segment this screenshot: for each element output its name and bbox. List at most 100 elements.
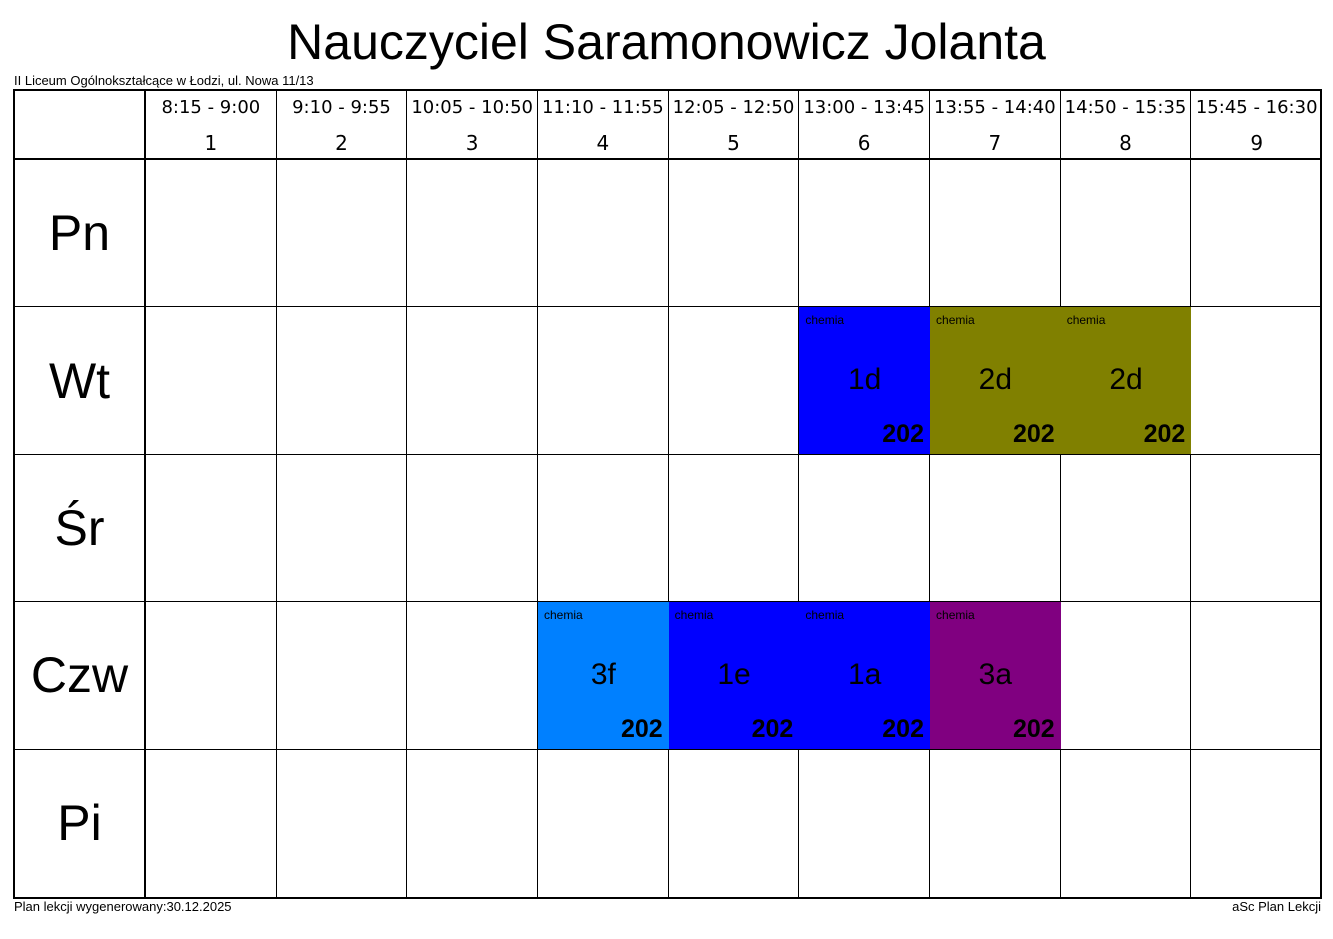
- timetable-cell: [668, 454, 800, 603]
- lesson-card[interactable]: chemia 1d 202: [799, 307, 930, 455]
- lesson-subject: chemia: [805, 608, 845, 623]
- period-header: 15:45 - 16:30 9: [1191, 91, 1323, 160]
- timetable-grid: 8:15 - 9:00 1 9:10 - 9:55 2 10:05 - 10:50 3 11…: [13, 89, 1323, 899]
- timetable-cell: [1060, 454, 1192, 603]
- period-time: 14:50 - 15:35: [1064, 97, 1187, 118]
- period-time: 13:55 - 14:40: [934, 97, 1056, 118]
- timetable-cell: [799, 454, 930, 603]
- app-name: aSc Plan Lekcji: [1232, 899, 1321, 914]
- timetable-cell: [1060, 160, 1192, 308]
- lesson-class: 2d: [978, 363, 1013, 397]
- period-header: 14:50 - 15:35 8: [1060, 91, 1192, 160]
- timetable-cell: [669, 749, 800, 897]
- period-header: 10:05 - 10:50 3: [407, 91, 538, 160]
- period-number: 4: [596, 131, 610, 155]
- timetable-cell: [1060, 602, 1192, 750]
- lesson-subject: chemia: [1066, 313, 1106, 328]
- period-time: 9:10 - 9:55: [292, 97, 391, 118]
- lesson-room: 202: [1012, 715, 1055, 744]
- lesson-room: 202: [751, 715, 794, 744]
- period-number: 1: [204, 131, 218, 155]
- lesson-subject: chemia: [544, 608, 583, 623]
- lesson-card[interactable]: chemia 2d 202: [1060, 307, 1192, 455]
- day-label: Pn: [15, 160, 146, 308]
- lesson-subject: chemia: [936, 608, 975, 623]
- period-header: 8:15 - 9:00 1: [146, 91, 277, 160]
- period-number: 7: [988, 131, 1002, 155]
- timetable-cell: [1191, 602, 1323, 750]
- timetable-cell: [930, 454, 1061, 603]
- lesson-class: 1a: [847, 658, 882, 692]
- lesson-class: 1e: [717, 658, 751, 692]
- grid-corner: [15, 91, 146, 160]
- timetable-cell: [277, 749, 408, 897]
- lesson-subject: chemia: [936, 313, 975, 328]
- lesson-room: 202: [1143, 420, 1186, 449]
- generated-date: Plan lekcji wygenerowany:30.12.2025: [14, 899, 232, 914]
- lesson-card[interactable]: chemia 2d 202: [930, 307, 1061, 455]
- lesson-card[interactable]: chemia 3a 202: [930, 602, 1061, 750]
- timetable-cell: [146, 749, 277, 897]
- timetable-cell: [538, 749, 669, 897]
- school-name: II Liceum Ogólnokształcące w Łodzi, ul. …: [14, 73, 314, 88]
- timetable-cell: [146, 602, 277, 750]
- timetable-cell: [538, 160, 669, 308]
- timetable-cell: [1191, 455, 1323, 603]
- timetable-cell: [407, 307, 538, 455]
- period-time: 12:05 - 12:50: [672, 97, 795, 118]
- timetable-cell: [276, 160, 408, 308]
- lesson-card[interactable]: chemia 1e 202: [668, 602, 800, 750]
- timetable-cell: [668, 160, 800, 308]
- period-header: 13:00 - 13:45 6: [799, 91, 930, 160]
- period-time: 15:45 - 16:30: [1195, 97, 1318, 118]
- period-header: 9:10 - 9:55 2: [276, 91, 408, 160]
- period-header: 13:55 - 14:40 7: [930, 91, 1061, 160]
- timetable-cell: [1191, 750, 1322, 897]
- period-header: 11:10 - 11:55 4: [538, 91, 669, 160]
- period-time: 13:00 - 13:45: [803, 97, 926, 118]
- period-number: 9: [1250, 131, 1264, 155]
- period-time: 8:15 - 9:00: [161, 97, 261, 118]
- timetable-cell: [146, 454, 277, 603]
- timetable-cell: [668, 307, 800, 455]
- lesson-card[interactable]: chemia 3f 202: [538, 602, 669, 750]
- timetable-cell: [799, 749, 930, 897]
- timetable-cell: [799, 160, 930, 308]
- timetable-cell: [407, 454, 538, 603]
- lesson-subject: chemia: [674, 608, 714, 623]
- lesson-room: 202: [1012, 420, 1055, 449]
- timetable-cell: [276, 602, 408, 750]
- page-title: Nauczyciel Saramonowicz Jolanta: [287, 14, 1046, 70]
- period-header: 12:05 - 12:50 5: [668, 91, 800, 160]
- day-label: Wt: [15, 307, 146, 455]
- day-label: Śr: [15, 454, 146, 603]
- lesson-card[interactable]: chemia 1a 202: [799, 602, 930, 750]
- day-label: Pi: [15, 749, 146, 897]
- timetable-cell: [276, 454, 408, 603]
- period-number: 5: [727, 131, 740, 155]
- period-number: 2: [335, 131, 348, 155]
- lesson-room: 202: [620, 715, 663, 744]
- period-number: 8: [1119, 131, 1132, 155]
- timetable-cell: [1061, 749, 1192, 897]
- timetable-cell: [1191, 307, 1323, 455]
- lesson-class: 2d: [1109, 363, 1143, 397]
- timetable-cell: [930, 160, 1061, 308]
- timetable-cell: [538, 454, 669, 603]
- timetable-cell: [407, 602, 538, 750]
- period-number: 6: [857, 131, 871, 155]
- period-time: 11:10 - 11:55: [541, 97, 664, 118]
- timetable-cell: [1191, 160, 1323, 308]
- lesson-class: 1d: [847, 363, 882, 397]
- day-label: Czw: [15, 602, 146, 750]
- timetable-cell: [538, 307, 669, 455]
- timetable-cell: [407, 160, 538, 308]
- lesson-class: 3a: [978, 658, 1013, 692]
- timetable-cell: [407, 749, 538, 897]
- timetable-cell: [146, 160, 277, 308]
- lesson-room: 202: [882, 715, 924, 744]
- timetable-cell: [276, 307, 408, 455]
- lesson-subject: chemia: [805, 313, 845, 328]
- timetable-cell: [930, 749, 1061, 897]
- lesson-class: 3f: [590, 658, 616, 692]
